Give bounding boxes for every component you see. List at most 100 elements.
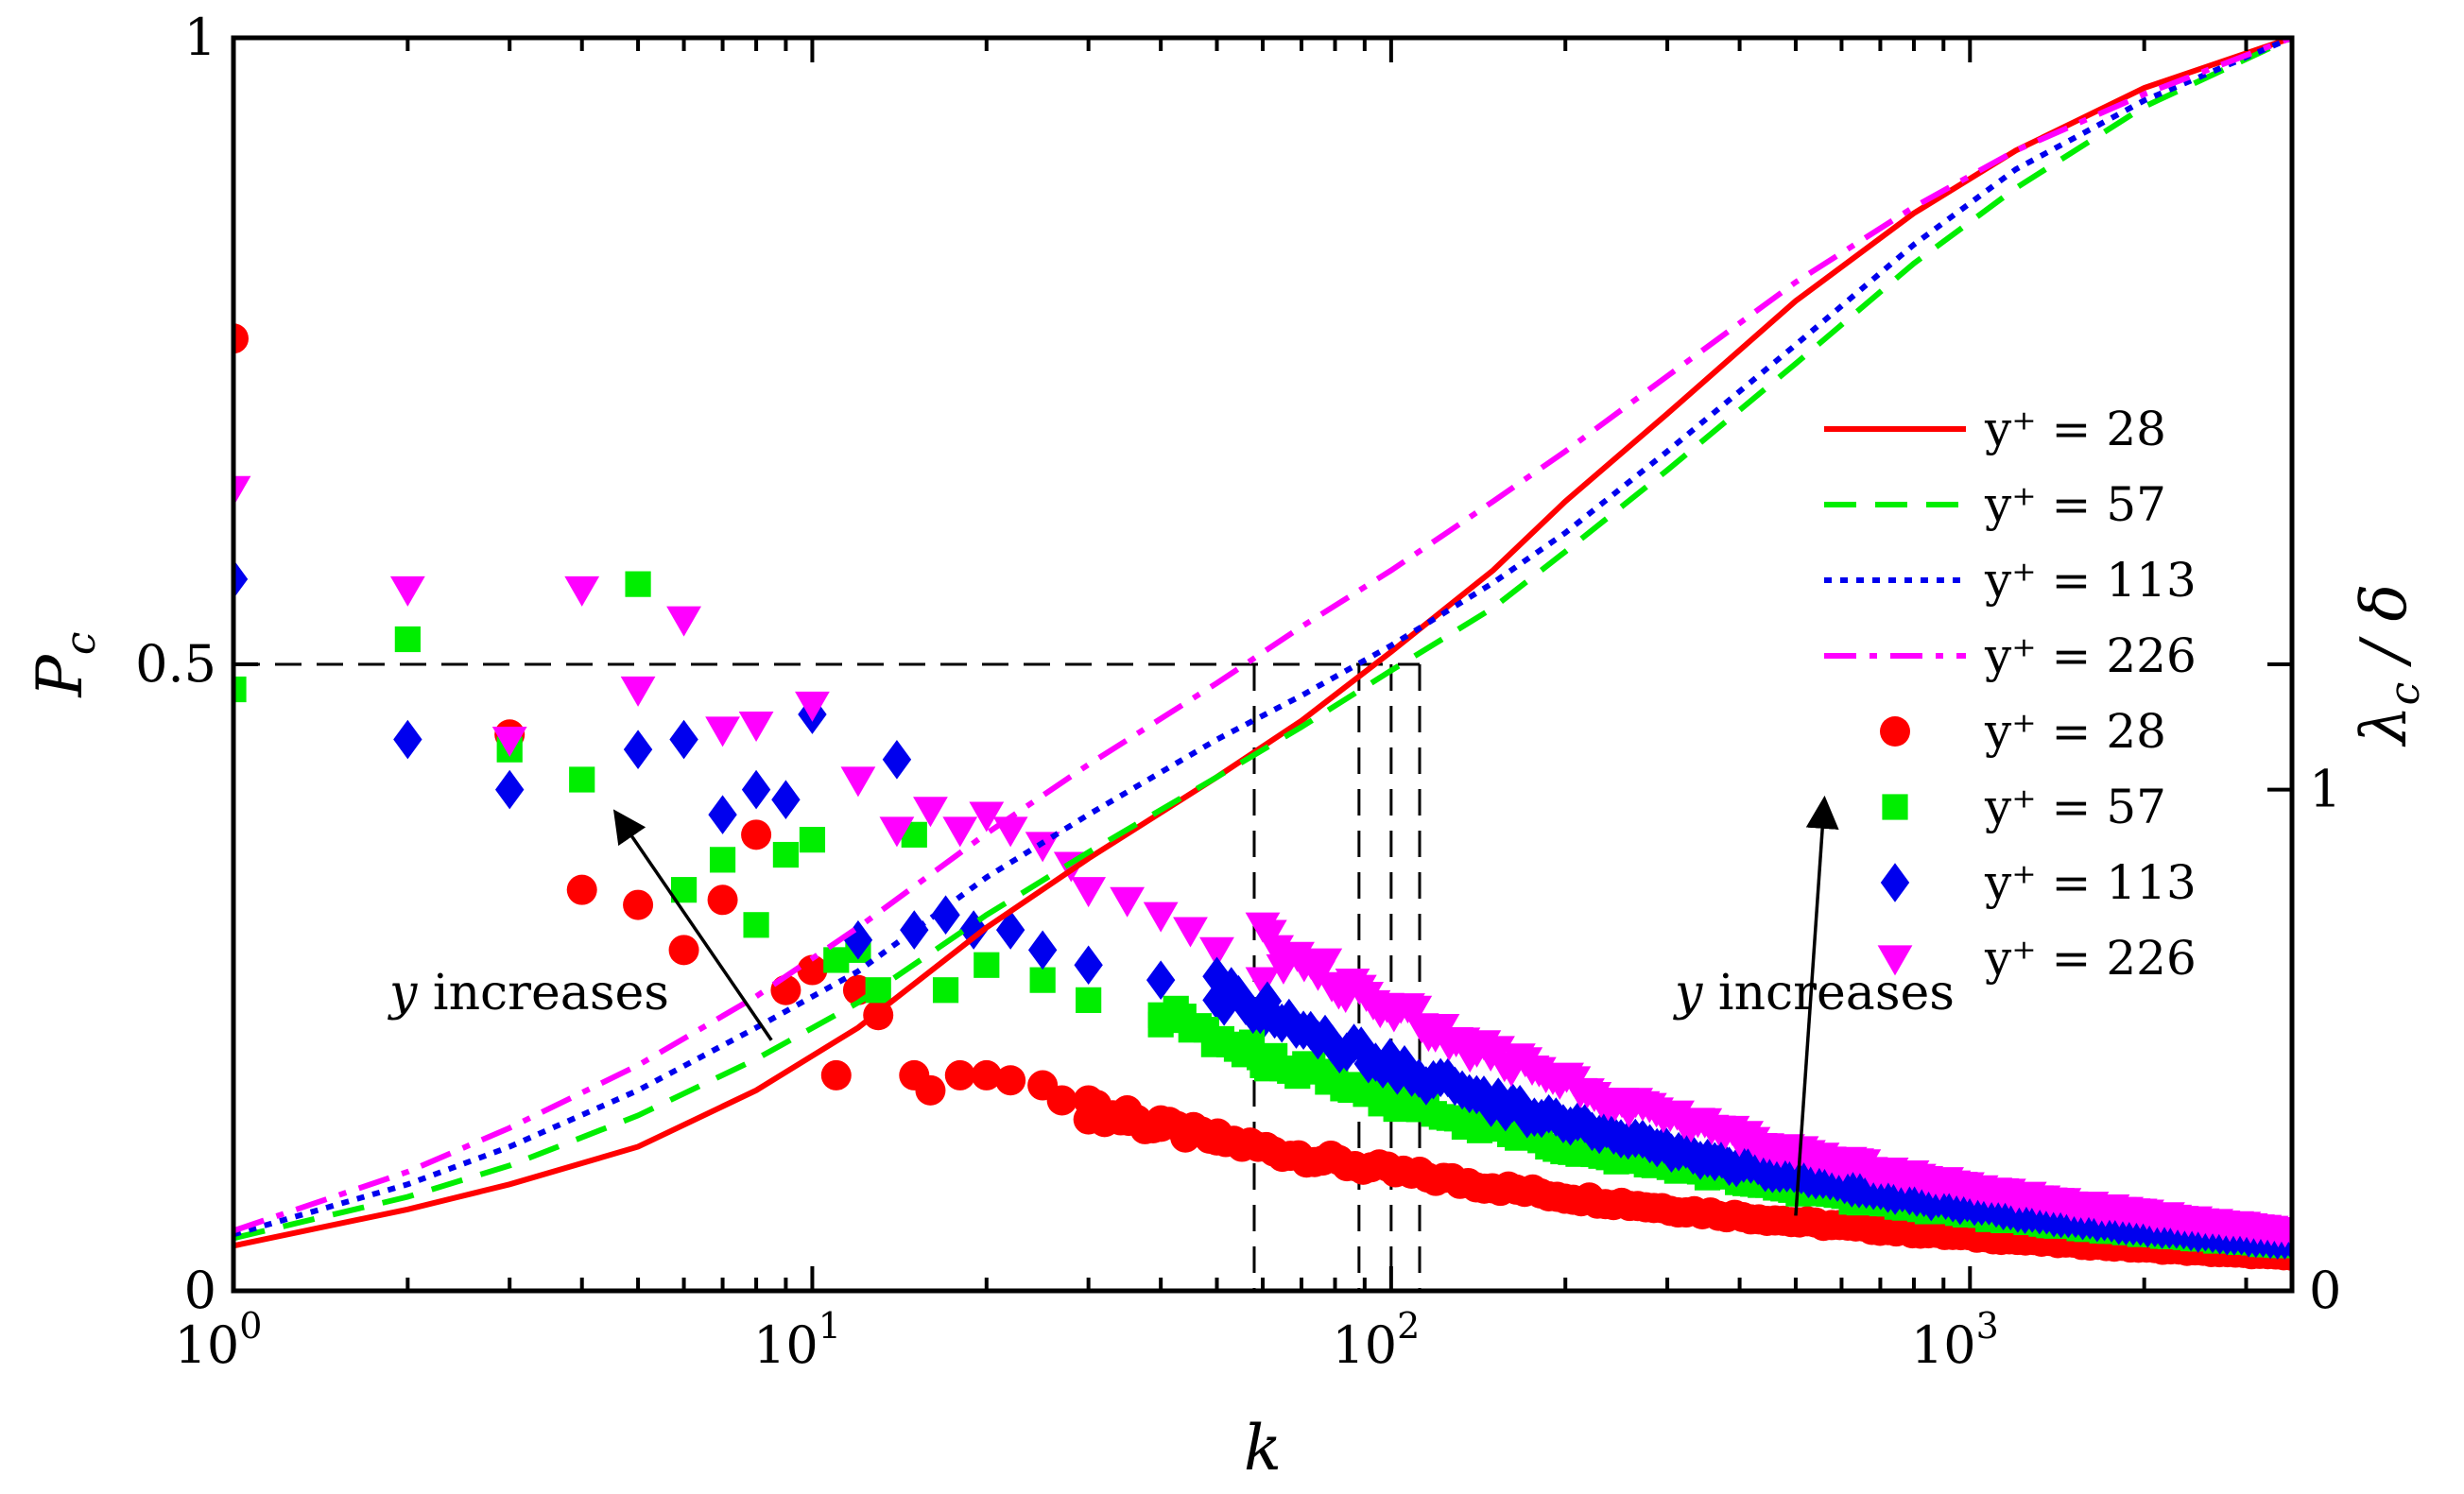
x-tick-label-2: 102 — [1332, 1305, 1420, 1375]
scatter-point-y-57-3 — [569, 766, 595, 793]
scatter-point-y-113-0 — [233, 559, 249, 599]
scatter-point-y-28-0 — [233, 323, 249, 354]
scatter-tail-point-y-113-1 — [1209, 987, 1239, 1026]
scatter-point-y-226-12 — [942, 816, 978, 848]
legend: y⁺ = 28 y⁺ = 57 y⁺ = 113 y⁺ = 226 y⁺ = 28 y⁺ … — [1824, 402, 2197, 986]
legend-item-4: y⁺ = 28 — [1880, 704, 2166, 759]
scatter-tail-point-y-226-149 — [2274, 1217, 2292, 1248]
x-tick-label-3: 103 — [1911, 1305, 1999, 1375]
legend-label-7: y⁺ = 226 — [1984, 931, 2197, 986]
scatter-tail-point-y-226-1 — [1251, 919, 1287, 951]
scatter-point-y-28-16 — [995, 1065, 1026, 1096]
scatter-point-y-226-18 — [1110, 886, 1146, 918]
scatter-point-y-28-18 — [1046, 1085, 1077, 1116]
scatter-point-y-226-2 — [491, 726, 527, 757]
x-tick-label-1: 101 — [753, 1305, 841, 1375]
scatter-point-y-113-10 — [882, 739, 912, 780]
legend-label-1: y⁺ = 57 — [1984, 477, 2166, 532]
scatter-point-y-113-7 — [771, 780, 801, 820]
scatter-point-y-57-6 — [709, 847, 736, 873]
scatter-point-y-57-16 — [1029, 967, 1056, 993]
scatter-point-y-226-5 — [666, 606, 701, 637]
scatter-tail-point-y-226-9 — [1307, 948, 1343, 979]
legend-item-7: y⁺ = 226 — [1877, 931, 2197, 986]
legend-item-1: y⁺ = 57 — [1824, 477, 2166, 532]
annotation-text-1: y increases — [1673, 965, 1955, 1022]
x-axis-ticks — [232, 38, 2249, 1291]
y-axis-title-text: Pc — [24, 631, 105, 697]
legend-item-2: y⁺ = 113 — [1824, 553, 2197, 608]
scatter-point-y-226-9 — [840, 766, 876, 798]
x-tick-label-0: 100 — [175, 1305, 263, 1375]
scatter-point-y-28-8 — [797, 954, 828, 986]
scatter-tail-y-226 — [1245, 912, 2292, 1248]
scatter-tail-point-y-113-23 — [1368, 1049, 1398, 1089]
scatter-point-y-113-12 — [931, 895, 960, 935]
line-series-y-113-dotted — [233, 38, 2292, 1238]
scatter-point-y-226-8 — [795, 691, 830, 722]
scatter-point-y-28-9 — [820, 1059, 852, 1090]
y-axis-title: Pc — [24, 631, 105, 697]
y2-axis-title-text: λc / δ — [2348, 584, 2429, 747]
scatter-point-y-57-4 — [625, 571, 651, 597]
scatter-point-y-113-5 — [708, 795, 737, 834]
scatter-point-y-113-1 — [393, 719, 422, 760]
x-axis-title: k — [1244, 1412, 1282, 1485]
scatter-point-y-28-15 — [971, 1059, 1002, 1090]
legend-label-2: y⁺ = 113 — [1984, 553, 2197, 608]
data-layer — [233, 38, 2292, 1271]
scatter-point-y-57-9 — [799, 827, 826, 853]
scatter-point-y-226-4 — [620, 676, 656, 707]
line-series-y-28-solid — [233, 38, 2292, 1249]
legend-marker-swatch-7 — [1877, 945, 1913, 976]
y-tick-label-0: 0 — [184, 1261, 216, 1320]
legend-marker-swatch-6 — [1880, 863, 1910, 902]
scatter-point-y-57-14 — [932, 977, 959, 1004]
legend-item-5: y⁺ = 57 — [1882, 780, 2166, 834]
scatter-point-y-28-14 — [944, 1059, 975, 1090]
scatter-tail-point-y-113-6 — [1246, 994, 1275, 1035]
scatter-point-y-226-0 — [233, 475, 251, 507]
legend-label-0: y⁺ = 28 — [1984, 402, 2166, 456]
scatter-point-y-113-15 — [1027, 930, 1058, 970]
scatter-series-y-226 — [233, 475, 1281, 998]
annotation-arrow-1 — [1794, 795, 1839, 1216]
scatter-point-y-28-13 — [915, 1074, 946, 1106]
scatter-point-y-226-11 — [913, 797, 948, 828]
scatter-point-y-226-22 — [1245, 967, 1281, 998]
scatter-point-y-226-7 — [738, 712, 774, 743]
scatter-point-y-28-4 — [668, 935, 699, 966]
line-series-y-57-dashed — [233, 38, 2292, 1242]
scatter-tail-y-28 — [1073, 1090, 2292, 1271]
scatter-point-y-113-3 — [623, 730, 653, 769]
scatter-point-y-28-5 — [707, 884, 738, 916]
y-tick-label-2: 1 — [184, 8, 216, 67]
y2-tick-label-1: 1 — [2309, 760, 2341, 819]
scatter-point-y-113-16 — [1074, 945, 1103, 986]
scatter-point-y-226-6 — [705, 716, 740, 747]
scatter-point-y-226-10 — [879, 816, 915, 848]
scatter-point-y-28-6 — [741, 819, 772, 850]
legend-label-3: y⁺ = 226 — [1984, 628, 2197, 683]
scatter-point-y-28-2 — [566, 874, 597, 905]
scatter-point-y-113-6 — [741, 769, 771, 810]
scatter-point-y-226-17 — [1071, 877, 1107, 908]
annotation-1: y increases — [1673, 795, 1955, 1216]
legend-marker-swatch-4 — [1880, 716, 1910, 747]
legend-label-5: y⁺ = 57 — [1984, 780, 2166, 834]
scatter-tail-point-y-226-22 — [1397, 995, 1433, 1026]
scatter-point-y-57-8 — [772, 841, 800, 868]
legend-marker-swatch-5 — [1882, 794, 1908, 820]
scatter-point-y-57-10 — [823, 947, 850, 973]
legend-label-6: y⁺ = 113 — [1984, 855, 2197, 910]
scatter-point-y-113-2 — [495, 769, 525, 810]
scatter-point-y-226-1 — [389, 575, 425, 607]
scatter-point-y-57-0 — [233, 676, 247, 703]
scatter-point-y-28-3 — [623, 889, 654, 920]
annotation-text-0: y increases — [388, 965, 669, 1022]
y2-tick-label-0: 0 — [2309, 1261, 2341, 1320]
scatter-point-y-113-14 — [995, 910, 1025, 950]
scatter-point-y-226-21 — [1199, 936, 1234, 968]
scatter-point-y-113-17 — [1146, 960, 1176, 1000]
